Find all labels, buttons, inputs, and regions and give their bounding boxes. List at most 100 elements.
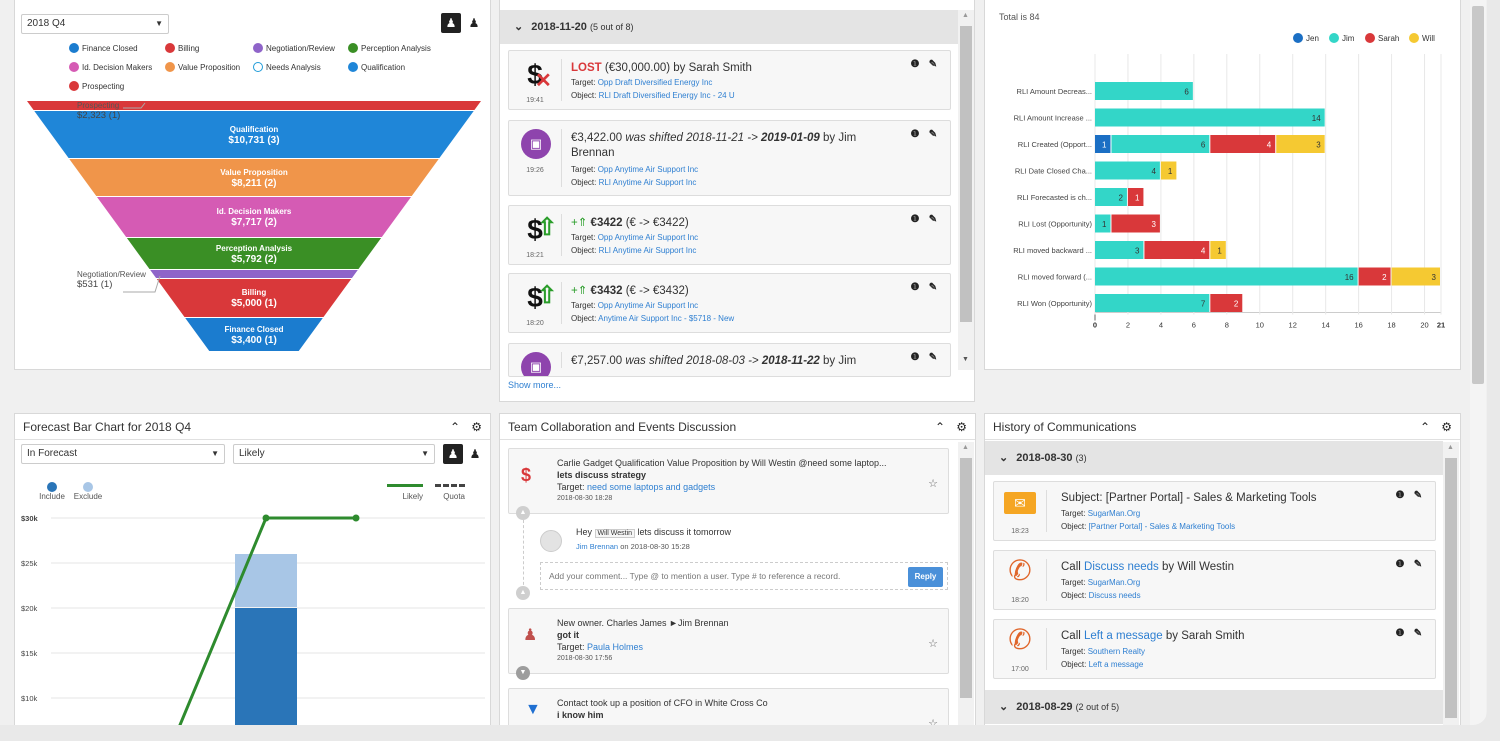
funnel-segment[interactable] [126,238,382,269]
card-target-link[interactable]: Opp Anytime Air Support Inc [597,301,699,310]
info-icon[interactable]: ❶ [910,214,920,225]
info-icon[interactable]: ❶ [910,59,920,70]
history-day-header[interactable]: ⌄ 2018-08-29 (2 out of 5) [985,690,1443,724]
history-scrollbar[interactable]: ▲ [1443,442,1459,725]
history-day-header[interactable]: ⌄ 2018-08-30 (3) [985,441,1443,475]
edit-icon[interactable]: ✎ [1413,559,1423,570]
show-more-link[interactable]: Show more... [508,380,562,390]
card-object-link[interactable]: RLI Anytime Air Support Inc [598,178,697,187]
mention-badge[interactable]: Will Westin [594,529,636,538]
legend-quota[interactable]: Quota [431,482,465,501]
call-link[interactable]: Left a message [1084,630,1163,642]
scroll-thumb[interactable] [960,26,972,322]
collapse-replies-icon[interactable]: ▲ [516,506,530,520]
rli-bar-segment[interactable] [1095,161,1160,180]
legend-item[interactable]: Billing [165,43,199,53]
rli-legend-item[interactable]: Jen [1293,33,1319,43]
rli-bar-segment[interactable] [1210,135,1276,153]
exclude-bar[interactable] [235,554,297,607]
edit-icon[interactable]: ✎ [928,352,938,363]
scroll-up-arrow[interactable]: ▲ [1447,444,1454,451]
gear-icon[interactable]: ⚙ [471,420,482,434]
collapse-replies-icon[interactable]: ▲ [516,586,530,600]
rli-bar-segment[interactable] [1358,267,1391,286]
card-target-link[interactable]: Opp Anytime Air Support Inc [597,165,699,174]
reply-author[interactable]: Jim Brennan [576,542,619,551]
rli-bar-segment[interactable] [1095,294,1210,312]
rli-bar-segment[interactable] [1095,135,1111,153]
edit-icon[interactable]: ✎ [1413,490,1423,501]
forecast-filter-select[interactable]: In Forecast ▼ [21,444,225,464]
card-object-link[interactable]: RLI Anytime Air Support Inc [598,246,697,255]
edit-icon[interactable]: ✎ [928,282,938,293]
rli-bar-segment[interactable] [1111,214,1160,233]
scroll-down-arrow[interactable]: ▼ [962,356,969,363]
team-view-button[interactable]: ♟ [468,16,480,30]
funnel-segment[interactable] [69,159,439,196]
gear-icon[interactable]: ⚙ [1441,420,1452,434]
reply-button[interactable]: Reply [908,567,943,587]
team-scrollbar[interactable]: ▲ [958,442,974,725]
legend-item[interactable]: Negotiation/Review [253,43,335,53]
rli-bar-segment[interactable] [1111,135,1210,153]
gear-icon[interactable]: ⚙ [956,420,967,434]
activity-day-header[interactable]: ⌄ 2018-11-20 (5 out of 8) [500,10,958,44]
team-view-button[interactable]: ♟ [469,447,481,461]
card-target-link[interactable]: SugarMan.Org [1087,509,1141,518]
rli-bar-segment[interactable] [1391,267,1440,286]
info-icon[interactable]: ❶ [1395,628,1405,639]
rli-bar-segment[interactable] [1095,108,1325,127]
rli-bar-segment[interactable] [1095,267,1358,286]
legend-item[interactable]: Finance Closed [69,43,138,53]
legend-item[interactable]: Needs Analysis [253,62,321,72]
rli-bar-segment[interactable] [1095,241,1144,259]
user-view-button[interactable]: ♟ [443,444,463,464]
collapse-icon[interactable]: ⌃ [1419,420,1430,434]
legend-item[interactable]: Qualification [348,62,405,72]
legend-item[interactable]: Perception Analysis [348,43,431,53]
funnel-segment[interactable] [185,318,323,351]
scroll-thumb[interactable] [960,458,972,698]
comment-input[interactable]: Add your comment... Type @ to mention a … [540,562,948,590]
rli-bar-segment[interactable] [1276,135,1325,153]
rli-legend-item[interactable]: Will [1409,33,1435,43]
activity-scrollbar[interactable]: ▲ ▼ [958,10,974,370]
funnel-segment[interactable] [34,111,474,158]
card-target-link[interactable]: SugarMan.Org [1087,578,1141,587]
rli-legend-item[interactable]: Sarah [1365,33,1399,43]
period-select[interactable]: 2018 Q4 ▼ [21,14,169,34]
legend-item[interactable]: Id. Decision Makers [69,62,152,72]
page-scrollbar[interactable] [1470,0,1486,725]
rli-bar-segment[interactable] [1095,214,1111,233]
info-icon[interactable]: ❶ [910,282,920,293]
expand-replies-icon[interactable]: ▼ [516,666,530,680]
rli-bar-segment[interactable] [1210,241,1226,259]
likely-point[interactable] [262,514,270,522]
star-icon[interactable]: ☆ [928,478,938,490]
collapse-icon[interactable]: ⌃ [934,420,945,434]
legend-likely[interactable]: Likely [383,482,423,501]
call-link[interactable]: Discuss needs [1084,561,1159,573]
info-icon[interactable]: ❶ [910,352,920,363]
collapse-icon[interactable]: ⌃ [449,420,460,434]
rli-bar-segment[interactable] [1095,188,1127,206]
legend-item[interactable]: Prospecting [69,81,124,91]
rli-bar-segment[interactable] [1144,241,1210,259]
funnel-segment[interactable] [150,270,358,278]
scroll-up-arrow[interactable]: ▲ [962,12,969,19]
card-object-link[interactable]: [Partner Portal] - Sales & Marketing Too… [1088,522,1236,531]
card-target-link[interactable]: Opp Anytime Air Support Inc [597,233,699,242]
post-target-link[interactable]: need some laptops and gadgets [587,482,716,492]
forecast-likely-select[interactable]: Likely ▼ [233,444,435,464]
rli-bar-segment[interactable] [1095,82,1193,100]
legend-include[interactable]: Include [37,482,67,501]
info-icon[interactable]: ❶ [1395,559,1405,570]
funnel-segment[interactable] [96,197,412,237]
legend-item[interactable]: Value Proposition [165,62,240,72]
card-target-link[interactable]: Southern Realty [1087,647,1146,656]
card-object-link[interactable]: RLI Draft Diversified Energy Inc - 24 U [598,91,735,100]
rli-bar-segment[interactable] [1210,294,1243,312]
rli-legend-item[interactable]: Jim [1329,33,1354,43]
edit-icon[interactable]: ✎ [928,214,938,225]
rli-bar-segment[interactable] [1160,161,1177,180]
